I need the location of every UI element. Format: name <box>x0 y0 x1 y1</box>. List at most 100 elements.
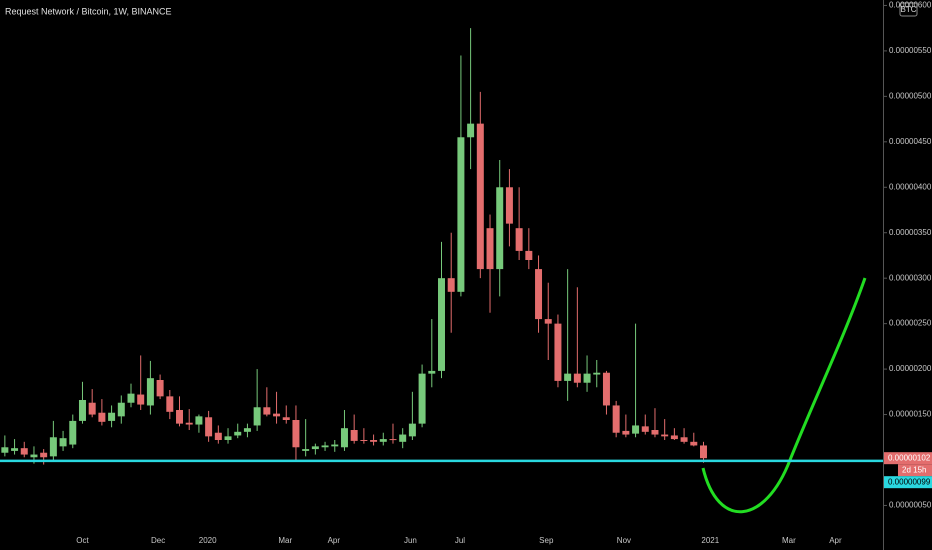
candle-body <box>379 439 387 442</box>
y-tick-label: 0.00000350 <box>889 228 932 237</box>
y-tick-label: 0.00000400 <box>889 182 932 191</box>
candle-body <box>321 445 329 448</box>
candle-body <box>438 278 445 371</box>
candle-body <box>340 428 348 448</box>
candle-body <box>370 440 378 442</box>
x-tick-label: 2020 <box>199 536 217 545</box>
candle-body <box>166 396 174 412</box>
x-tick-label: Oct <box>76 536 89 545</box>
candle-body <box>447 278 455 292</box>
candle-body <box>467 123 475 138</box>
candle-body <box>273 413 281 417</box>
candle-body <box>515 228 523 251</box>
candle-body <box>331 444 339 447</box>
candle-body <box>457 137 465 292</box>
candle-body <box>243 428 251 432</box>
candle-body <box>108 412 116 421</box>
candle-body <box>234 431 242 436</box>
candle-body <box>573 373 581 383</box>
y-tick-label: 0.00000500 <box>889 91 932 100</box>
candle-body <box>535 269 543 320</box>
x-tick-label: Dec <box>151 536 165 545</box>
candle-body <box>311 446 319 450</box>
y-tick-label: 0.00000450 <box>889 137 932 146</box>
candle-body <box>98 412 106 422</box>
candle-body <box>690 441 698 446</box>
x-tick-label: Jun <box>404 536 417 545</box>
candle-body <box>583 373 591 383</box>
candle-body <box>622 430 630 435</box>
candle-body <box>263 407 271 415</box>
candle-body <box>69 420 77 445</box>
candle-body <box>20 448 28 455</box>
candle-body <box>505 187 513 224</box>
candle-body <box>302 449 310 451</box>
candle-body <box>554 323 562 381</box>
candle-body <box>602 372 610 406</box>
candle-body <box>389 439 397 441</box>
candle-body <box>78 400 86 421</box>
candle-body <box>195 416 203 425</box>
candle-body <box>544 319 552 324</box>
x-tick-label: Jul <box>455 536 465 545</box>
last-price-label: 0.00000102 <box>888 453 931 462</box>
x-tick-label: Sep <box>539 536 554 545</box>
candle-body <box>292 420 300 448</box>
line-price-badge <box>884 476 932 489</box>
x-tick-label: Mar <box>278 536 292 545</box>
candle-body <box>350 430 358 441</box>
candle-body <box>88 402 96 415</box>
candle-body <box>1 447 9 453</box>
candle-body <box>137 394 145 405</box>
y-tick-label: 0.00000050 <box>889 501 932 510</box>
candle-body <box>408 423 416 437</box>
candle-body <box>486 228 494 270</box>
x-tick-label: Nov <box>617 536 631 545</box>
y-tick-label: 0.00000200 <box>889 364 932 373</box>
candle-body <box>214 432 222 440</box>
candle-body <box>670 435 678 440</box>
chart-title: Request Network / Bitcoin, 1W, BINANCE <box>5 6 172 16</box>
candle-body <box>632 425 640 434</box>
x-tick-label: Apr <box>829 536 842 545</box>
candle-body <box>564 373 572 381</box>
candle-body <box>593 372 601 375</box>
candle-body <box>680 437 688 442</box>
countdown-label: 2d 15h <box>902 465 926 474</box>
y-tick-label: 0.00000600 <box>889 1 932 10</box>
x-tick-label: Mar <box>782 536 796 545</box>
currency-label: BTC <box>901 5 917 14</box>
candle-body <box>428 370 436 374</box>
candle-body <box>699 445 707 459</box>
y-tick-label: 0.00000300 <box>889 273 932 282</box>
candle-body <box>11 448 19 451</box>
candle-body <box>49 437 57 457</box>
candle-body <box>651 430 659 435</box>
candle-body <box>30 454 38 458</box>
candle-body <box>117 402 125 417</box>
candle-body <box>185 422 193 425</box>
y-tick-label: 0.00000250 <box>889 319 932 328</box>
candle-body <box>496 187 504 270</box>
candle-body <box>525 250 533 260</box>
candle-body <box>641 426 649 432</box>
candle-body <box>476 123 484 270</box>
currency-badge[interactable] <box>899 2 918 17</box>
line-price-label: 0.00000099 <box>888 477 931 486</box>
candle-body <box>156 380 164 397</box>
candle-body <box>59 438 67 447</box>
candle-body <box>661 434 669 437</box>
candle-body <box>205 417 213 437</box>
y-tick-label: 0.00000550 <box>889 46 932 55</box>
x-tick-label: 2021 <box>701 536 719 545</box>
plot-area <box>1 28 707 465</box>
last-price-badge <box>884 452 932 465</box>
candle-body <box>612 405 620 433</box>
candle-body <box>418 373 426 424</box>
candle-body <box>282 417 290 420</box>
countdown-badge <box>898 464 932 477</box>
candle-body <box>360 440 368 441</box>
y-tick-label: 0.00000150 <box>889 410 932 419</box>
x-tick-label: Apr <box>328 536 341 545</box>
